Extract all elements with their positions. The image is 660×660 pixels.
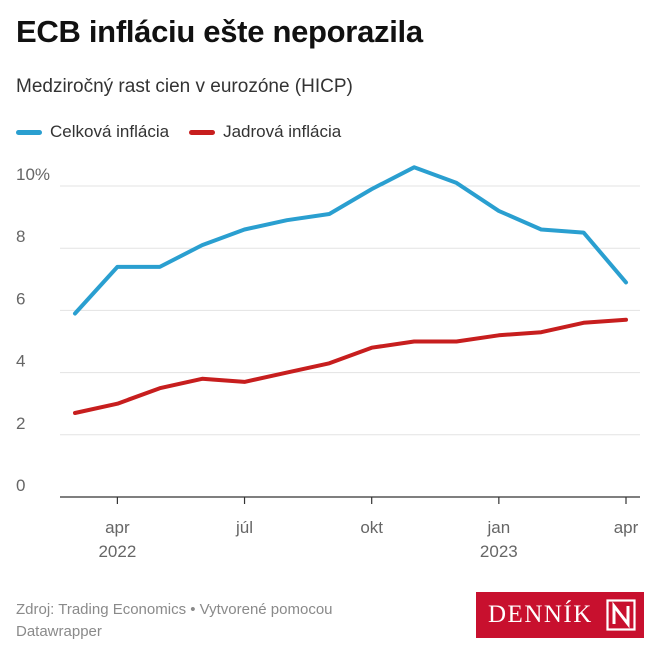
y-tick-label: 8 (16, 227, 25, 246)
logo-n-icon (606, 599, 636, 631)
legend-swatch-total (16, 129, 42, 135)
x-tick-label: apr (614, 518, 639, 537)
x-tick-label: júl (235, 518, 253, 537)
legend-label-core: Jadrová inflácia (223, 122, 342, 141)
y-tick-label: 10% (16, 165, 50, 184)
x-tick-label: jan (487, 518, 511, 537)
series-line-total (73, 165, 628, 316)
chart-subtitle: Medziročný rast cien v eurozóne (HICP) (16, 76, 353, 97)
y-tick-label: 4 (16, 352, 25, 371)
legend-item-total: Celková inflácia (16, 122, 169, 142)
dennik-n-logo: DENNÍK (476, 592, 644, 638)
legend: Celková inflácia Jadrová inflácia (16, 122, 361, 142)
x-tick-year-label: 2023 (480, 542, 518, 561)
line-chart: 0 2 4 6 8 10% apr 2022 júl okt jan 2023 apr (16, 165, 640, 561)
legend-swatch-core (189, 129, 216, 135)
legend-item-core: Jadrová inflácia (189, 122, 341, 142)
series-line-core (73, 317, 628, 415)
legend-label-total: Celková inflácia (50, 122, 170, 141)
logo-wordmark: DENNÍK (488, 601, 593, 628)
y-tick-label: 6 (16, 289, 25, 308)
chart-title: ECB infláciu ešte neporazila (16, 14, 423, 49)
y-tick-label: 0 (16, 476, 25, 495)
x-tick-label: okt (360, 518, 383, 537)
source-note: Zdroj: Trading Economics • Vytvorené pom… (16, 601, 333, 640)
x-tick-year-label: 2022 (98, 542, 136, 561)
x-tick-label: apr (105, 518, 130, 537)
y-tick-label: 2 (16, 414, 25, 433)
